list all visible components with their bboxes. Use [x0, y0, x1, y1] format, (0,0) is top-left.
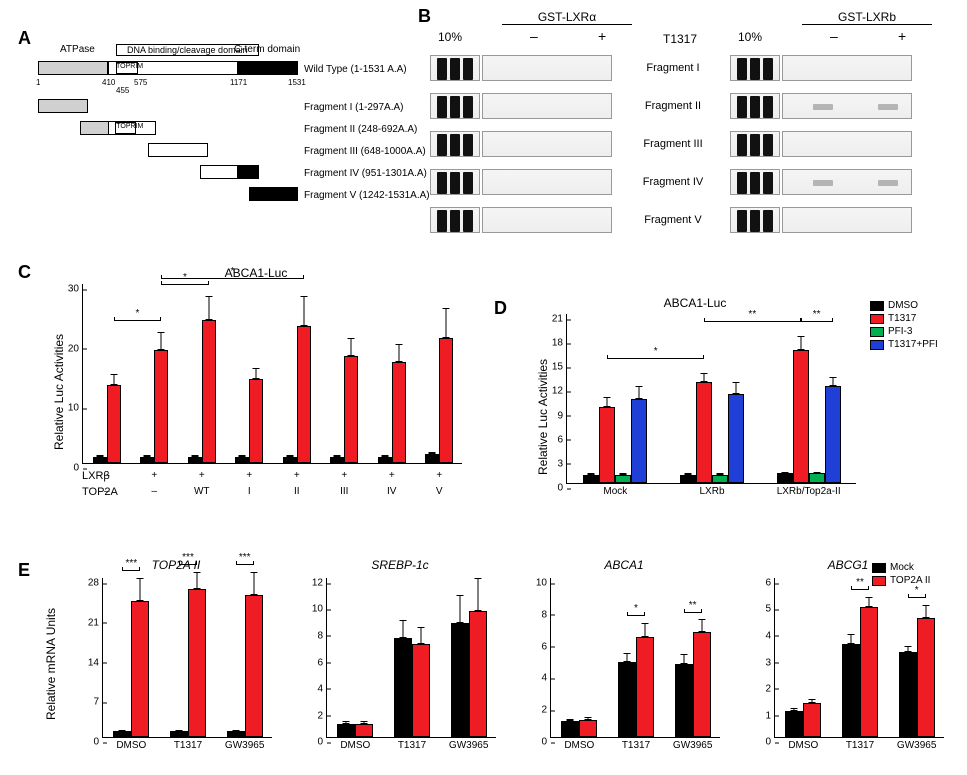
gst-lxra-header: GST-LXRα [502, 10, 632, 25]
panelc-ylabel: Relative Luc Activities [52, 334, 66, 450]
panel-label-d: D [494, 298, 507, 319]
legend-tpfi: T1317+PFI [870, 339, 938, 350]
fragment-row-2: TOPRIMFragment II (248-692A.A) [38, 118, 298, 138]
paneld-title: ABCA1-Luc [530, 296, 860, 310]
tick-455: 455 [116, 86, 129, 95]
t1317-label: T1317 [640, 32, 720, 46]
frag-label-f5: Fragment V [630, 204, 716, 236]
fragment-row-3: Fragment III (648-1000A.A) [38, 140, 298, 160]
frag-label-f2: Fragment II [630, 90, 716, 122]
gel-row-a-f5 [430, 204, 614, 236]
legend-t1317: T1317 [870, 313, 938, 324]
minus-b: – [830, 28, 838, 44]
plus-a: + [598, 28, 606, 44]
panele-chart-2: ABCA10246810DMSOT1317*GW3965** [524, 562, 724, 758]
paneld-plot: 036912151821MockLXRbLXRb/Top2a-II***** [566, 314, 856, 484]
wt-label: Wild Type (1-1531 A.A) [304, 64, 407, 75]
gst-lxrb-header: GST-LXRb [802, 10, 932, 25]
panelc-plot: 0102030––+–+WT+I+II+III+IV+V*** [82, 284, 462, 464]
panel-d-legend: DMSO T1317 PFI-3 T1317+PFI [870, 300, 938, 352]
ten-pct-a: 10% [438, 30, 462, 44]
frag-label-col: Fragment I Fragment II Fragment III Fragmen… [630, 52, 716, 242]
gel-row-b-f2 [730, 90, 914, 122]
panel-c-chart: ABCA1-Luc Relative Luc Activities 010203… [46, 270, 466, 500]
gel-row-b-f5 [730, 204, 914, 236]
gel-row-a-f3 [430, 128, 614, 160]
tick-410: 410 [102, 78, 115, 87]
figure: A B C D E ATPase DNA binding/cleavage do… [0, 0, 967, 775]
gel-row-a-f2 [430, 90, 614, 122]
panel-label-e: E [18, 560, 30, 581]
ten-pct-b: 10% [738, 30, 762, 44]
gel-row-b-f1 [730, 52, 914, 84]
panel-e-legend: Mock TOP2A II [872, 562, 930, 588]
gel-row-a-f1 [430, 52, 614, 84]
fragment-row-5: Fragment V (1242-1531A.A) [38, 184, 298, 204]
gel-stack-b [730, 52, 914, 242]
legend-pfi: PFI-3 [870, 326, 938, 337]
cterm-label: C-term domain [234, 44, 300, 55]
paneld-ylabel: Relative Luc Activities [536, 359, 550, 475]
gel-stack-a [430, 52, 614, 242]
gel-row-b-f4 [730, 166, 914, 198]
legend-top2a: TOP2A II [872, 575, 930, 586]
frag-label-f3: Fragment III [630, 128, 716, 160]
legend-dmso: DMSO [870, 300, 938, 311]
minus-a: – [530, 28, 538, 44]
toprim-label: TOPRIM [116, 63, 143, 70]
plus-b: + [898, 28, 906, 44]
frag-label-f4: Fragment IV [630, 166, 716, 198]
tick-575: 575 [134, 78, 147, 87]
panelc-row1: LXRβ [82, 470, 88, 482]
panel-e: Relative mRNA Units TOP2A II07142128DMSO… [40, 562, 950, 762]
wt-atpase-box [38, 61, 108, 75]
tick-1: 1 [36, 78, 40, 87]
wt-cterm-box [238, 61, 298, 75]
tick-1171: 1171 [230, 78, 247, 87]
tick-1531: 1531 [288, 78, 306, 87]
panel-label-c: C [18, 262, 31, 283]
fragment-row-4: Fragment IV (951-1301A.A) [38, 162, 298, 182]
panele-chart-1: SREBP-1c024681012DMSOT1317GW3965 [300, 562, 500, 758]
panel-label-b: B [418, 6, 431, 27]
panele-chart-0: TOP2A II07142128DMSO***T1317***GW3965*** [76, 562, 276, 758]
panel-d-chart: ABCA1-Luc Relative Luc Activities 036912… [530, 300, 860, 516]
atpase-label: ATPase [60, 44, 95, 55]
gel-row-b-f3 [730, 128, 914, 160]
panel-label-a: A [18, 28, 31, 49]
gel-row-a-f4 [430, 166, 614, 198]
legend-mock: Mock [872, 562, 930, 573]
fragment-row-1: Fragment I (1-297A.A) [38, 96, 298, 116]
panelc-row2: TOP2A [82, 486, 88, 498]
frag-label-f1: Fragment I [630, 52, 716, 84]
panele-chart-3: ABCG10123456DMSOT1317**GW3965* [748, 562, 948, 758]
panele-ylabel: Relative mRNA Units [44, 608, 58, 720]
